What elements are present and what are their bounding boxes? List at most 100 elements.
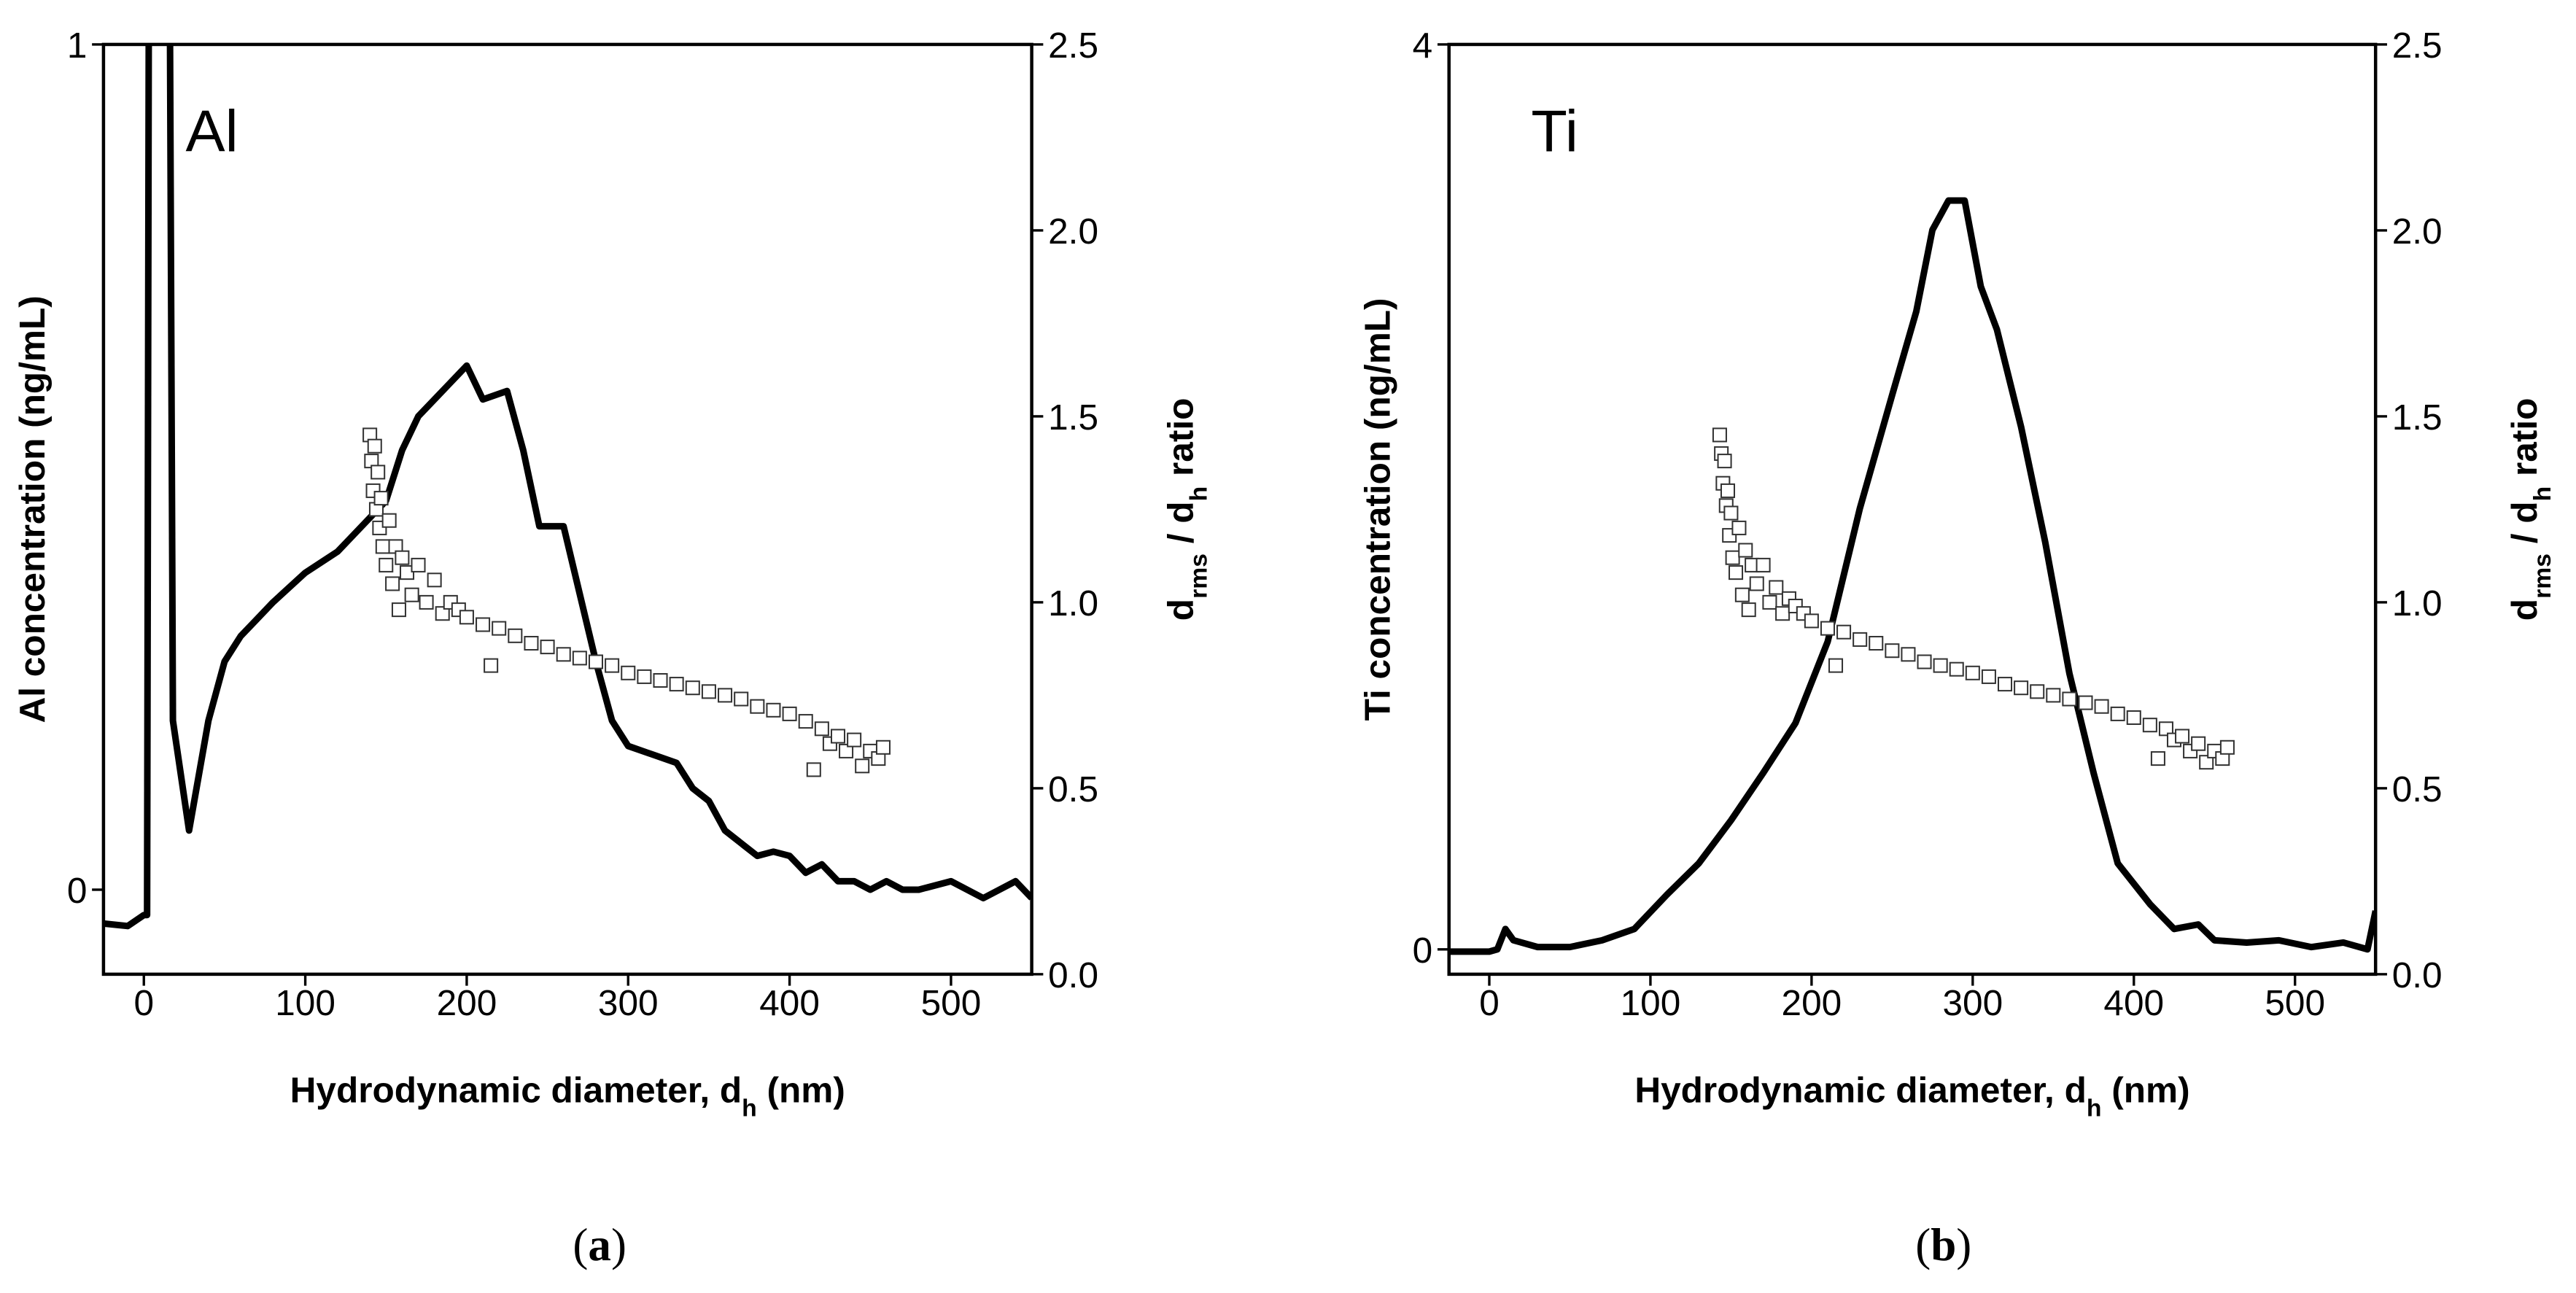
scatter-point (685, 680, 700, 696)
text-part: h (1184, 486, 1212, 502)
scatter-point (1738, 543, 1753, 558)
y-tick-label: 4 (1413, 25, 1433, 66)
y2-tick-label: 0.0 (1048, 955, 1098, 995)
text-part: ratio (1160, 398, 1200, 486)
x-axis-label: Hydrodynamic diameter, dh (nm) (290, 1070, 845, 1122)
scatter-point (782, 706, 797, 721)
scatter-point (701, 684, 716, 699)
scatter-point (395, 550, 410, 565)
scatter-point (484, 658, 499, 673)
annotation: Ti (1531, 98, 1578, 164)
scatter-point (2014, 680, 2029, 696)
y2-tick-label: 0.5 (2392, 769, 2443, 809)
scatter-point (2046, 688, 2061, 703)
scatter-point (2150, 751, 2165, 766)
scatter-point (750, 699, 765, 714)
scatter-point (2191, 736, 2206, 751)
y2-tick-label: 2.5 (1048, 25, 1098, 66)
scatter-point (379, 557, 394, 572)
x-tick-label: 300 (1942, 982, 2003, 1023)
scatter-point (381, 513, 397, 528)
scatter-point (540, 640, 555, 655)
text-part: b (1931, 1219, 1956, 1270)
y2-tick-label: 1.5 (2392, 397, 2443, 438)
x-tick-label: 200 (1782, 982, 1842, 1023)
scatter-point (814, 721, 829, 737)
text-part: Hydrodynamic diameter, d (290, 1070, 742, 1111)
text-part: ) (1956, 1219, 1971, 1270)
scatter-point (400, 565, 415, 581)
scatter-point (734, 691, 749, 707)
text-part: / d (1160, 501, 1200, 554)
scatter-point (2078, 695, 2093, 710)
scatter-point (2219, 739, 2235, 755)
scatter-point (875, 739, 891, 755)
plot-frame (101, 42, 1033, 976)
scatter-point (669, 677, 684, 692)
y-axis-label: Al concentration (ng/mL) (12, 295, 53, 723)
scatter-point (375, 539, 390, 554)
scatter-point (2094, 699, 2109, 714)
scatter-point (2062, 691, 2077, 707)
text-part: h (2087, 1095, 2102, 1122)
y2-tick-label: 0.0 (2392, 955, 2443, 995)
scatter-point (492, 621, 507, 636)
scatter-point (588, 654, 604, 669)
scatter-point (718, 688, 733, 703)
scatter-point (2142, 718, 2157, 733)
text-part: ratio (2504, 398, 2545, 486)
text-part: h (742, 1095, 757, 1122)
y-tick-label: 0 (67, 870, 88, 911)
x-tick-label: 0 (133, 982, 154, 1023)
scatter-point (855, 758, 870, 774)
scatter-point (2175, 729, 2190, 744)
y2-tick-label: 1.0 (2392, 583, 2443, 624)
text-part: / d (2504, 501, 2545, 554)
scatter-point (1869, 635, 1884, 651)
text-part: d (2504, 599, 2545, 621)
x-tick-label: 500 (921, 982, 982, 1023)
text-part: ( (573, 1219, 588, 1270)
scatter-point (2110, 706, 2125, 721)
scatter-point (766, 702, 781, 718)
y2-tick-label: 0.5 (1048, 769, 1098, 809)
scatter-point (1734, 587, 1750, 602)
y-axis-label: Ti concentration (ng/mL) (1357, 298, 1398, 721)
scatter-point (435, 606, 450, 621)
scatter-point (572, 651, 587, 666)
scatter-point (637, 669, 652, 684)
scatter-point (1949, 661, 1964, 677)
scatter-point (373, 491, 389, 506)
text-part: rms (2529, 554, 2556, 599)
scatter-point (1712, 427, 1727, 443)
text-part: d (1160, 599, 1200, 621)
scatter-point (1965, 665, 1980, 680)
text-part: (nm) (757, 1070, 845, 1111)
scatter-point (1917, 654, 1932, 669)
scatter-point (1723, 505, 1739, 521)
scatter-point (806, 762, 821, 777)
line (1448, 197, 2376, 955)
y2-tick-label: 1.5 (1048, 397, 1098, 438)
scatter-point (839, 743, 854, 758)
y-tick-label: 1 (67, 25, 88, 66)
scatter-point (1885, 643, 1900, 659)
text-part: a (588, 1219, 611, 1270)
text-part: rms (1184, 554, 1212, 599)
text-part: ) (611, 1219, 626, 1270)
plot-area (1448, 197, 2376, 955)
x-tick-label: 400 (759, 982, 820, 1023)
x-tick-label: 200 (437, 982, 497, 1023)
x-tick-label: 500 (2265, 982, 2325, 1023)
line (103, 44, 1032, 930)
scatter-point (830, 729, 846, 744)
x-tick-label: 0 (1479, 982, 1500, 1023)
y2-axis-label: drms / dh ratio (1160, 398, 1212, 621)
scatter-point (1725, 550, 1740, 565)
text-part: Hydrodynamic diameter, d (1634, 1070, 2087, 1111)
y2-tick-label: 2.5 (2392, 25, 2443, 66)
scatter-point (1836, 624, 1852, 640)
caption: (a) (573, 1219, 626, 1270)
scatter-point (1981, 669, 1996, 684)
